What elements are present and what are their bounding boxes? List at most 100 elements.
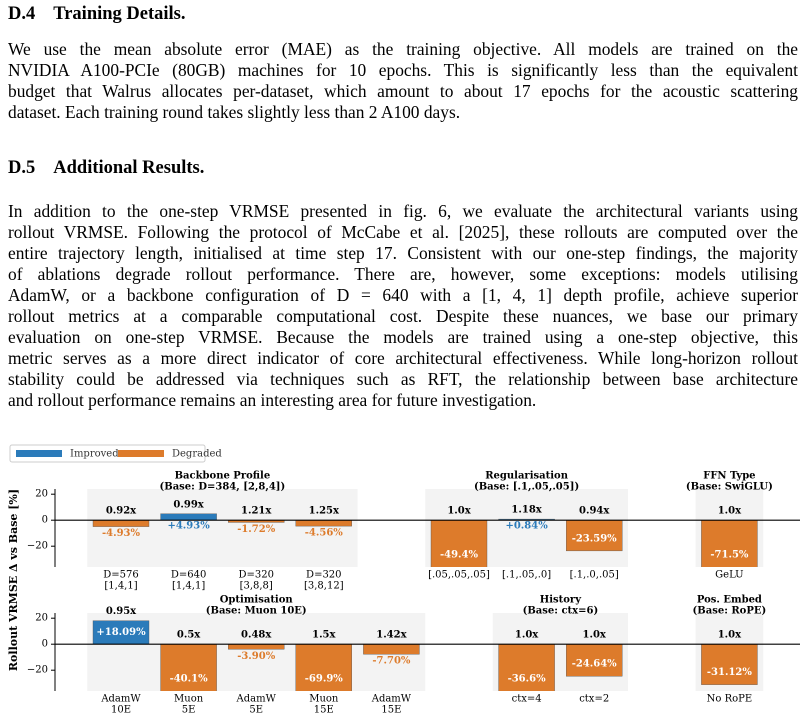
x-tick-label: AdamW	[236, 694, 277, 705]
group-subtitle: (Base: [.1,.05,.05])	[474, 482, 579, 493]
bar	[295, 643, 352, 691]
value-label: -1.72%	[237, 524, 276, 535]
paragraph: We use the mean absolute error (MAE) as …	[8, 39, 798, 123]
value-label: -71.5%	[710, 550, 749, 561]
text-line: and rollout performance remains an inter…	[8, 390, 537, 410]
section-title: Additional Results.	[53, 158, 205, 178]
x-tick-label: AdamW	[100, 694, 141, 705]
chart: Improved Degraded Rollout VRMSE Δ vs Base …	[7, 444, 800, 716]
cost-label: 1.25x	[309, 506, 340, 517]
text-line: NVIDIA A100-PCIe (80GB) machines for 10 …	[8, 60, 798, 80]
x-tick-label: [1,4,1]	[104, 581, 137, 592]
y-tick-label: 20	[35, 489, 48, 500]
section-number: D.5	[8, 158, 36, 178]
value-label: -49.4%	[440, 550, 479, 561]
text-line: We use the mean absolute error (MAE) as …	[8, 39, 798, 59]
y-tick-label: 20	[35, 613, 48, 624]
cost-label: 1.0x	[718, 630, 742, 641]
value-label: -4.93%	[102, 528, 141, 539]
value-label: +0.84%	[505, 521, 548, 532]
section-number: D.4	[8, 4, 36, 24]
bar	[430, 519, 488, 567]
bar	[160, 513, 217, 521]
group-title: Backbone Profile	[175, 471, 271, 482]
x-tick-label: 5E	[182, 705, 196, 716]
x-tick-label: ctx=4	[512, 694, 542, 705]
group-background	[87, 489, 358, 567]
x-tick-label: GeLU	[715, 570, 743, 581]
cost-label: 1.0x	[447, 506, 471, 517]
section-title: Training Details.	[53, 4, 186, 24]
value-label: +4.93%	[167, 521, 210, 532]
text-line: dataset. Each training round takes sligh…	[8, 102, 461, 122]
value-label: -4.56%	[305, 528, 344, 539]
legend-swatch	[118, 450, 164, 457]
x-tick-label: 10E	[111, 705, 131, 716]
x-tick-label: 15E	[381, 705, 401, 716]
x-tick-label: ctx=2	[579, 694, 609, 705]
text-line: entire trajectory length, initialised at…	[8, 243, 798, 263]
value-label: -23.59%	[572, 533, 617, 544]
text-line: rollout VRMSE. Following the protocol of…	[8, 222, 798, 242]
group-subtitle: (Base: ctx=6)	[523, 606, 599, 617]
group-title: Optimisation	[220, 595, 294, 606]
x-tick-label: [.1,.05,.0]	[502, 570, 551, 581]
x-tick-label: D=320	[306, 570, 341, 581]
text-line: evaluation on one-step VRMSE. Because th…	[8, 327, 798, 347]
text-line: budget that Walrus allocates per-dataset…	[8, 81, 798, 101]
bar	[566, 643, 623, 677]
x-tick-label: [3,8,8]	[240, 581, 273, 592]
legend-label: Degraded	[172, 449, 222, 460]
cost-label: 1.0x	[515, 630, 539, 641]
group-title: History	[540, 595, 582, 606]
value-label: -7.70%	[372, 656, 411, 667]
value-label: +18.09%	[96, 627, 146, 638]
cost-label: 0.99x	[173, 499, 204, 510]
text-line: rollout metrics at a comparable computat…	[8, 306, 798, 326]
x-tick-label: AdamW	[371, 694, 412, 705]
x-tick-label: [.1,.0,.05]	[570, 570, 619, 581]
x-tick-label: [3,8,12]	[304, 581, 344, 592]
paragraph: In addition to the one-step VRMSE presen…	[8, 201, 798, 411]
y-tick-label: 0	[42, 515, 48, 526]
x-tick-label: No RoPE	[707, 694, 753, 705]
legend-label: Improved	[70, 449, 119, 460]
text-line: In addition to the one-step VRMSE presen…	[8, 201, 798, 221]
bar	[227, 643, 285, 650]
x-tick-label: Muon	[309, 694, 339, 705]
value-label: -69.9%	[305, 674, 344, 685]
bar	[363, 643, 420, 655]
x-tick-label: D=576	[103, 570, 138, 581]
y-tick-label: −20	[27, 541, 48, 552]
value-label: -36.6%	[508, 674, 547, 685]
x-tick-label: D=640	[171, 570, 206, 581]
bar	[295, 519, 352, 527]
group-title: FFN Type	[703, 471, 755, 482]
bar	[701, 643, 758, 685]
y-axis-label: Rollout VRMSE Δ vs Base [%]	[7, 489, 20, 671]
cost-label: 1.5x	[312, 630, 336, 641]
value-label: -40.1%	[170, 674, 209, 685]
group-title: Pos. Embed	[697, 595, 762, 606]
cost-label: 0.5x	[177, 630, 201, 641]
text-line: metric serves as a more direct indicator…	[8, 348, 798, 368]
cost-label: 0.95x	[106, 606, 137, 617]
cost-label: 1.42x	[376, 630, 407, 641]
group-title: Regularisation	[485, 471, 568, 482]
value-label: -31.12%	[707, 667, 752, 678]
cost-label: 0.48x	[241, 630, 272, 641]
bar	[498, 643, 555, 691]
cost-label: 0.92x	[106, 506, 137, 517]
x-tick-label: 15E	[314, 705, 334, 716]
legend-swatch	[16, 450, 62, 457]
cost-label: 1.0x	[583, 630, 607, 641]
y-tick-label: 0	[42, 639, 48, 650]
group-subtitle: (Base: Muon 10E)	[206, 606, 307, 617]
cost-label: 1.18x	[511, 505, 542, 516]
cost-label: 1.0x	[718, 506, 742, 517]
section-heading: D.4 Training Details.	[8, 4, 186, 25]
section-heading: D.5 Additional Results.	[8, 158, 204, 179]
text-line: of ablations degrade rollout performance…	[8, 264, 798, 284]
text-line: stability could be addressed via techniq…	[8, 369, 798, 389]
